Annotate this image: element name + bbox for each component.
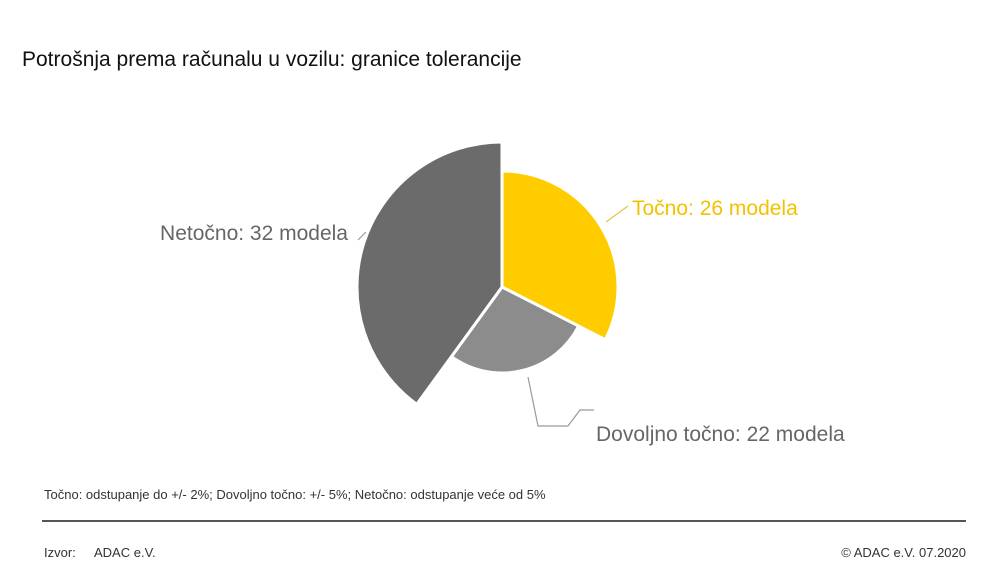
chart-footnote: Točno: odstupanje do +/- 2%; Dovoljno to… — [44, 487, 546, 502]
leader-line-tocno — [605, 205, 629, 223]
leader-line-dovoljno-tocno — [527, 376, 594, 427]
footer-divider — [42, 520, 966, 522]
slice-label-dovoljno-tocno: Dovoljno točno: 22 modela — [596, 423, 845, 446]
slice-label-netocno: Netočno: 32 modela — [160, 222, 348, 245]
pie-slice-dovoljno-tocno — [449, 285, 581, 375]
source-label: Izvor: — [44, 545, 76, 560]
leader-line-netocno — [357, 231, 367, 241]
copyright-text: © ADAC e.V. 07.2020 — [841, 545, 966, 560]
source-value: ADAC e.V. — [94, 545, 156, 560]
chart-title: Potrošnja prema računalu u vozilu: grani… — [22, 48, 522, 71]
pie-chart: Točno: 26 modela Dovoljno točno: 22 model… — [160, 140, 845, 446]
pie-slice-netocno — [355, 140, 504, 407]
slice-label-tocno: Točno: 26 modela — [632, 197, 798, 220]
pie-slice-tocno — [500, 169, 620, 342]
